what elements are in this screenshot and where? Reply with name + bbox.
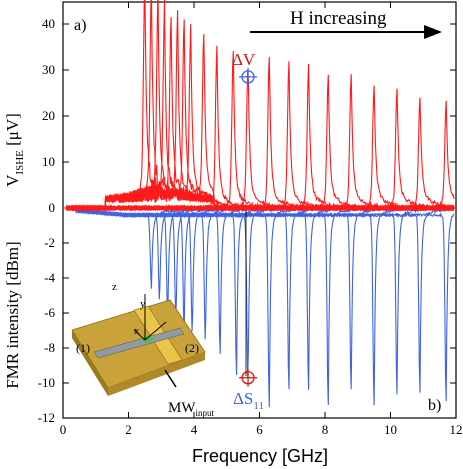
inset-y-label: y [140, 298, 146, 310]
x-tick-label: 8 [322, 422, 329, 437]
inset-x-label: x [134, 325, 140, 337]
x-tick-label: 2 [125, 422, 132, 437]
top-y-tick-label: 10 [42, 154, 55, 169]
inset-mw-sub: input [196, 408, 215, 418]
delta-s11-sub: 11 [253, 400, 264, 412]
inset-mw-label: MWinput [168, 400, 215, 418]
x-tick-label: 10 [384, 422, 397, 437]
inset-substrate-front-side [108, 352, 205, 396]
bottom-y-tick-label: -4 [44, 270, 55, 285]
bottom-y-tick-label: -2 [44, 235, 55, 250]
fmr-trace-line [66, 205, 455, 402]
delta-v-marker [239, 67, 258, 86]
bottom-y-tick-label: -12 [38, 410, 55, 425]
delta-s11-marker [239, 368, 258, 387]
top-y-axis-label-unit-text: [μV] [3, 113, 22, 146]
inset-z-label: z [112, 281, 117, 293]
bottom-y-tick-label: -8 [44, 340, 55, 355]
delta-v-label: ΔV [232, 50, 256, 69]
ishe-trace-line [66, 88, 455, 212]
top-y-axis-label-sub: ISHE [14, 150, 26, 175]
h-increasing-arrow-head [424, 25, 442, 39]
delta-s11-label: ΔS11 [233, 389, 264, 412]
x-tick-label: 4 [191, 422, 198, 437]
ishe-traces [63, 0, 456, 212]
inset-pt-pad [141, 335, 154, 343]
bottom-y-axis-ticks: -2 -4 -6 -8 -10 -12 [38, 235, 456, 425]
top-y-axis-ticks: 0 10 20 30 40 [42, 16, 456, 215]
bottom-y-tick-label: -10 [38, 375, 55, 390]
fmr-trace-line [66, 206, 455, 393]
inset-substrate-left-side [72, 330, 108, 396]
inset-y-axis-line [144, 321, 167, 341]
inset-mw-arrow [164, 369, 177, 388]
x-axis-ticks: 0 2 4 6 8 10 12 [60, 2, 463, 437]
top-y-axis-label-main: V [3, 174, 22, 187]
x-tick-label: 12 [450, 422, 463, 437]
top-y-axis-label: VISHE [μV] [3, 113, 26, 187]
x-tick-label: 6 [256, 422, 263, 437]
h-increasing-label: H increasing [290, 8, 387, 29]
device-inset: z y x (1) (2) MWinput [71, 281, 215, 418]
panel-label-b: b) [428, 397, 441, 414]
inset-port1: (1) [76, 341, 90, 355]
x-tick-label: 0 [60, 422, 67, 437]
top-y-tick-label: 0 [49, 200, 56, 215]
panel-label-a: a) [74, 17, 86, 34]
top-y-tick-label: 20 [42, 108, 55, 123]
top-y-tick-label: 30 [42, 62, 55, 77]
bottom-y-tick-label: -6 [44, 305, 55, 320]
bottom-y-axis-label: FMR intensity [dBm] [3, 241, 22, 388]
x-axis-label: Frequency [GHz] [192, 446, 328, 466]
inset-port2: (2) [185, 341, 199, 355]
delta-s11-main: ΔS [233, 389, 253, 408]
inset-x-axis-line [133, 329, 146, 341]
top-y-tick-label: 40 [42, 16, 55, 31]
inset-mw-main: MW [168, 400, 196, 416]
